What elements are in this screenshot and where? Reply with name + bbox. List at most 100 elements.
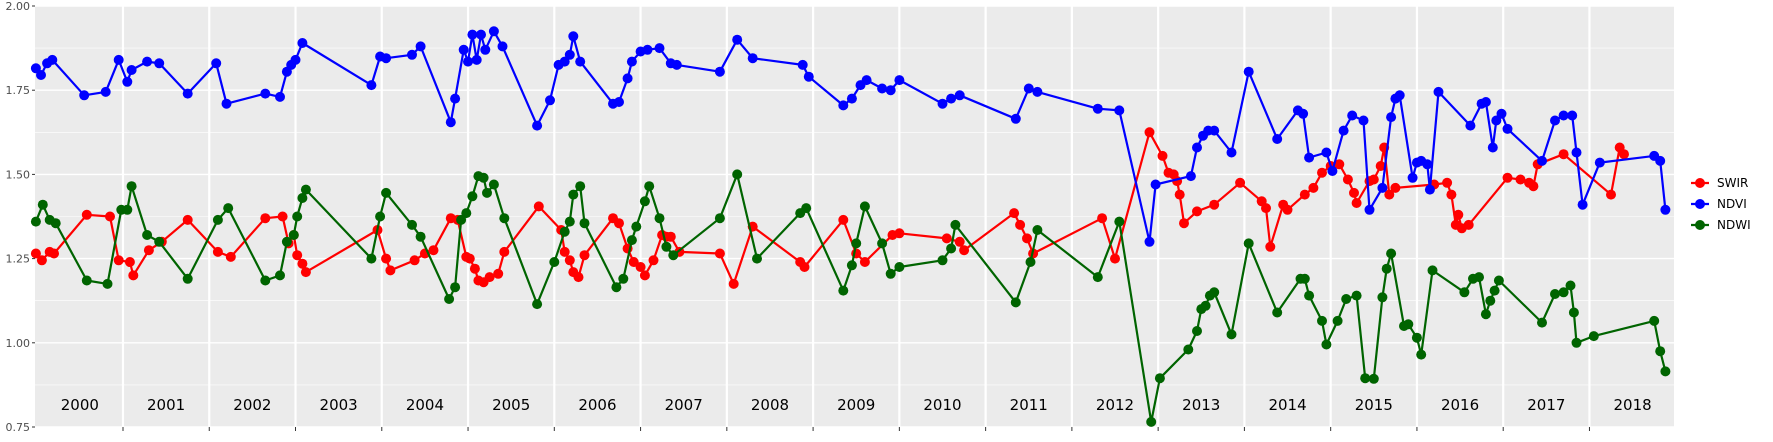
year-label: 2013 bbox=[1182, 396, 1220, 414]
x-axis bbox=[122, 427, 1590, 431]
y-tick-label: 1.00 bbox=[6, 337, 31, 350]
data-point bbox=[113, 54, 124, 65]
data-point bbox=[288, 230, 299, 240]
data-point bbox=[532, 299, 543, 310]
data-point bbox=[579, 250, 590, 261]
data-point bbox=[1010, 113, 1021, 124]
data-point bbox=[482, 187, 492, 198]
data-point bbox=[126, 181, 137, 192]
data-point bbox=[126, 65, 137, 75]
data-point bbox=[476, 29, 486, 40]
data-point bbox=[275, 91, 285, 102]
data-point bbox=[113, 255, 124, 266]
data-point bbox=[661, 241, 672, 252]
year-label: 2016 bbox=[1441, 396, 1479, 414]
data-point bbox=[223, 203, 234, 214]
series-ndwi bbox=[30, 169, 1671, 427]
data-point bbox=[728, 278, 739, 289]
data-point bbox=[1146, 416, 1157, 427]
data-point bbox=[654, 213, 665, 224]
data-point bbox=[478, 172, 489, 183]
data-point bbox=[799, 262, 810, 272]
data-point bbox=[1655, 346, 1666, 357]
data-point bbox=[1023, 83, 1034, 94]
data-point bbox=[142, 56, 153, 67]
data-point bbox=[1493, 275, 1504, 286]
data-point bbox=[1568, 307, 1579, 318]
data-point bbox=[1304, 290, 1315, 301]
data-point bbox=[488, 26, 499, 37]
data-point bbox=[300, 184, 311, 195]
data-point bbox=[946, 93, 957, 104]
data-point bbox=[1453, 209, 1464, 220]
data-point bbox=[463, 56, 473, 67]
data-point bbox=[445, 117, 456, 128]
data-point bbox=[467, 191, 478, 202]
data-point bbox=[894, 262, 905, 272]
data-point bbox=[143, 245, 154, 256]
data-point bbox=[1025, 257, 1036, 267]
data-point bbox=[488, 179, 499, 190]
data-point bbox=[1298, 108, 1309, 119]
data-point bbox=[937, 98, 948, 109]
legend-label: NDWI bbox=[1717, 218, 1751, 232]
data-point bbox=[732, 169, 743, 180]
year-labels: 2000 2001 2002 2003 2004 2005 2006 2007 2008 2009… bbox=[61, 396, 1652, 414]
data-point bbox=[894, 228, 905, 239]
data-point bbox=[275, 270, 285, 281]
data-point bbox=[1327, 166, 1338, 176]
data-point bbox=[1433, 86, 1444, 97]
data-point bbox=[1321, 339, 1332, 350]
legend: SWIR NDVI NDWI bbox=[1691, 176, 1751, 232]
data-point bbox=[499, 246, 510, 257]
data-point bbox=[1660, 204, 1671, 215]
data-point bbox=[642, 44, 653, 55]
legend-item-ndvi: NDVI bbox=[1691, 197, 1747, 211]
data-point bbox=[1272, 307, 1283, 318]
y-tick-label: 1.75 bbox=[6, 84, 31, 97]
data-point bbox=[1308, 182, 1319, 193]
data-point bbox=[81, 275, 92, 286]
data-point bbox=[797, 59, 808, 70]
data-point bbox=[639, 196, 650, 207]
data-point bbox=[297, 258, 308, 269]
data-point bbox=[859, 201, 870, 212]
data-point bbox=[499, 213, 510, 224]
data-point bbox=[1299, 189, 1310, 200]
data-point bbox=[458, 44, 469, 55]
data-point bbox=[225, 251, 236, 262]
data-point bbox=[851, 238, 862, 249]
data-point bbox=[1496, 108, 1507, 119]
data-point bbox=[212, 214, 223, 225]
data-point bbox=[559, 246, 570, 257]
data-point bbox=[885, 85, 896, 96]
data-point bbox=[838, 100, 849, 111]
data-point bbox=[846, 93, 857, 104]
data-point bbox=[950, 219, 961, 230]
data-point bbox=[1368, 174, 1379, 185]
data-point bbox=[954, 90, 965, 101]
data-point bbox=[1384, 189, 1395, 200]
data-point bbox=[30, 248, 41, 259]
data-point bbox=[545, 95, 555, 106]
data-point bbox=[937, 255, 948, 266]
data-point bbox=[1179, 218, 1189, 229]
data-point bbox=[211, 58, 222, 69]
data-point bbox=[575, 56, 586, 67]
data-point bbox=[122, 76, 133, 87]
data-point bbox=[1407, 172, 1418, 183]
legend-key-point bbox=[1695, 199, 1705, 209]
year-label: 2002 bbox=[233, 396, 271, 414]
data-point bbox=[1110, 253, 1120, 264]
data-point bbox=[1515, 174, 1526, 185]
data-point bbox=[1185, 171, 1196, 182]
data-point bbox=[747, 53, 758, 64]
data-point bbox=[1226, 147, 1237, 158]
data-point bbox=[568, 31, 579, 42]
data-point bbox=[497, 41, 508, 52]
data-point bbox=[1390, 182, 1401, 193]
data-point bbox=[415, 41, 426, 52]
year-label: 2006 bbox=[578, 396, 616, 414]
legend-label: SWIR bbox=[1717, 176, 1748, 190]
data-point bbox=[277, 211, 288, 222]
